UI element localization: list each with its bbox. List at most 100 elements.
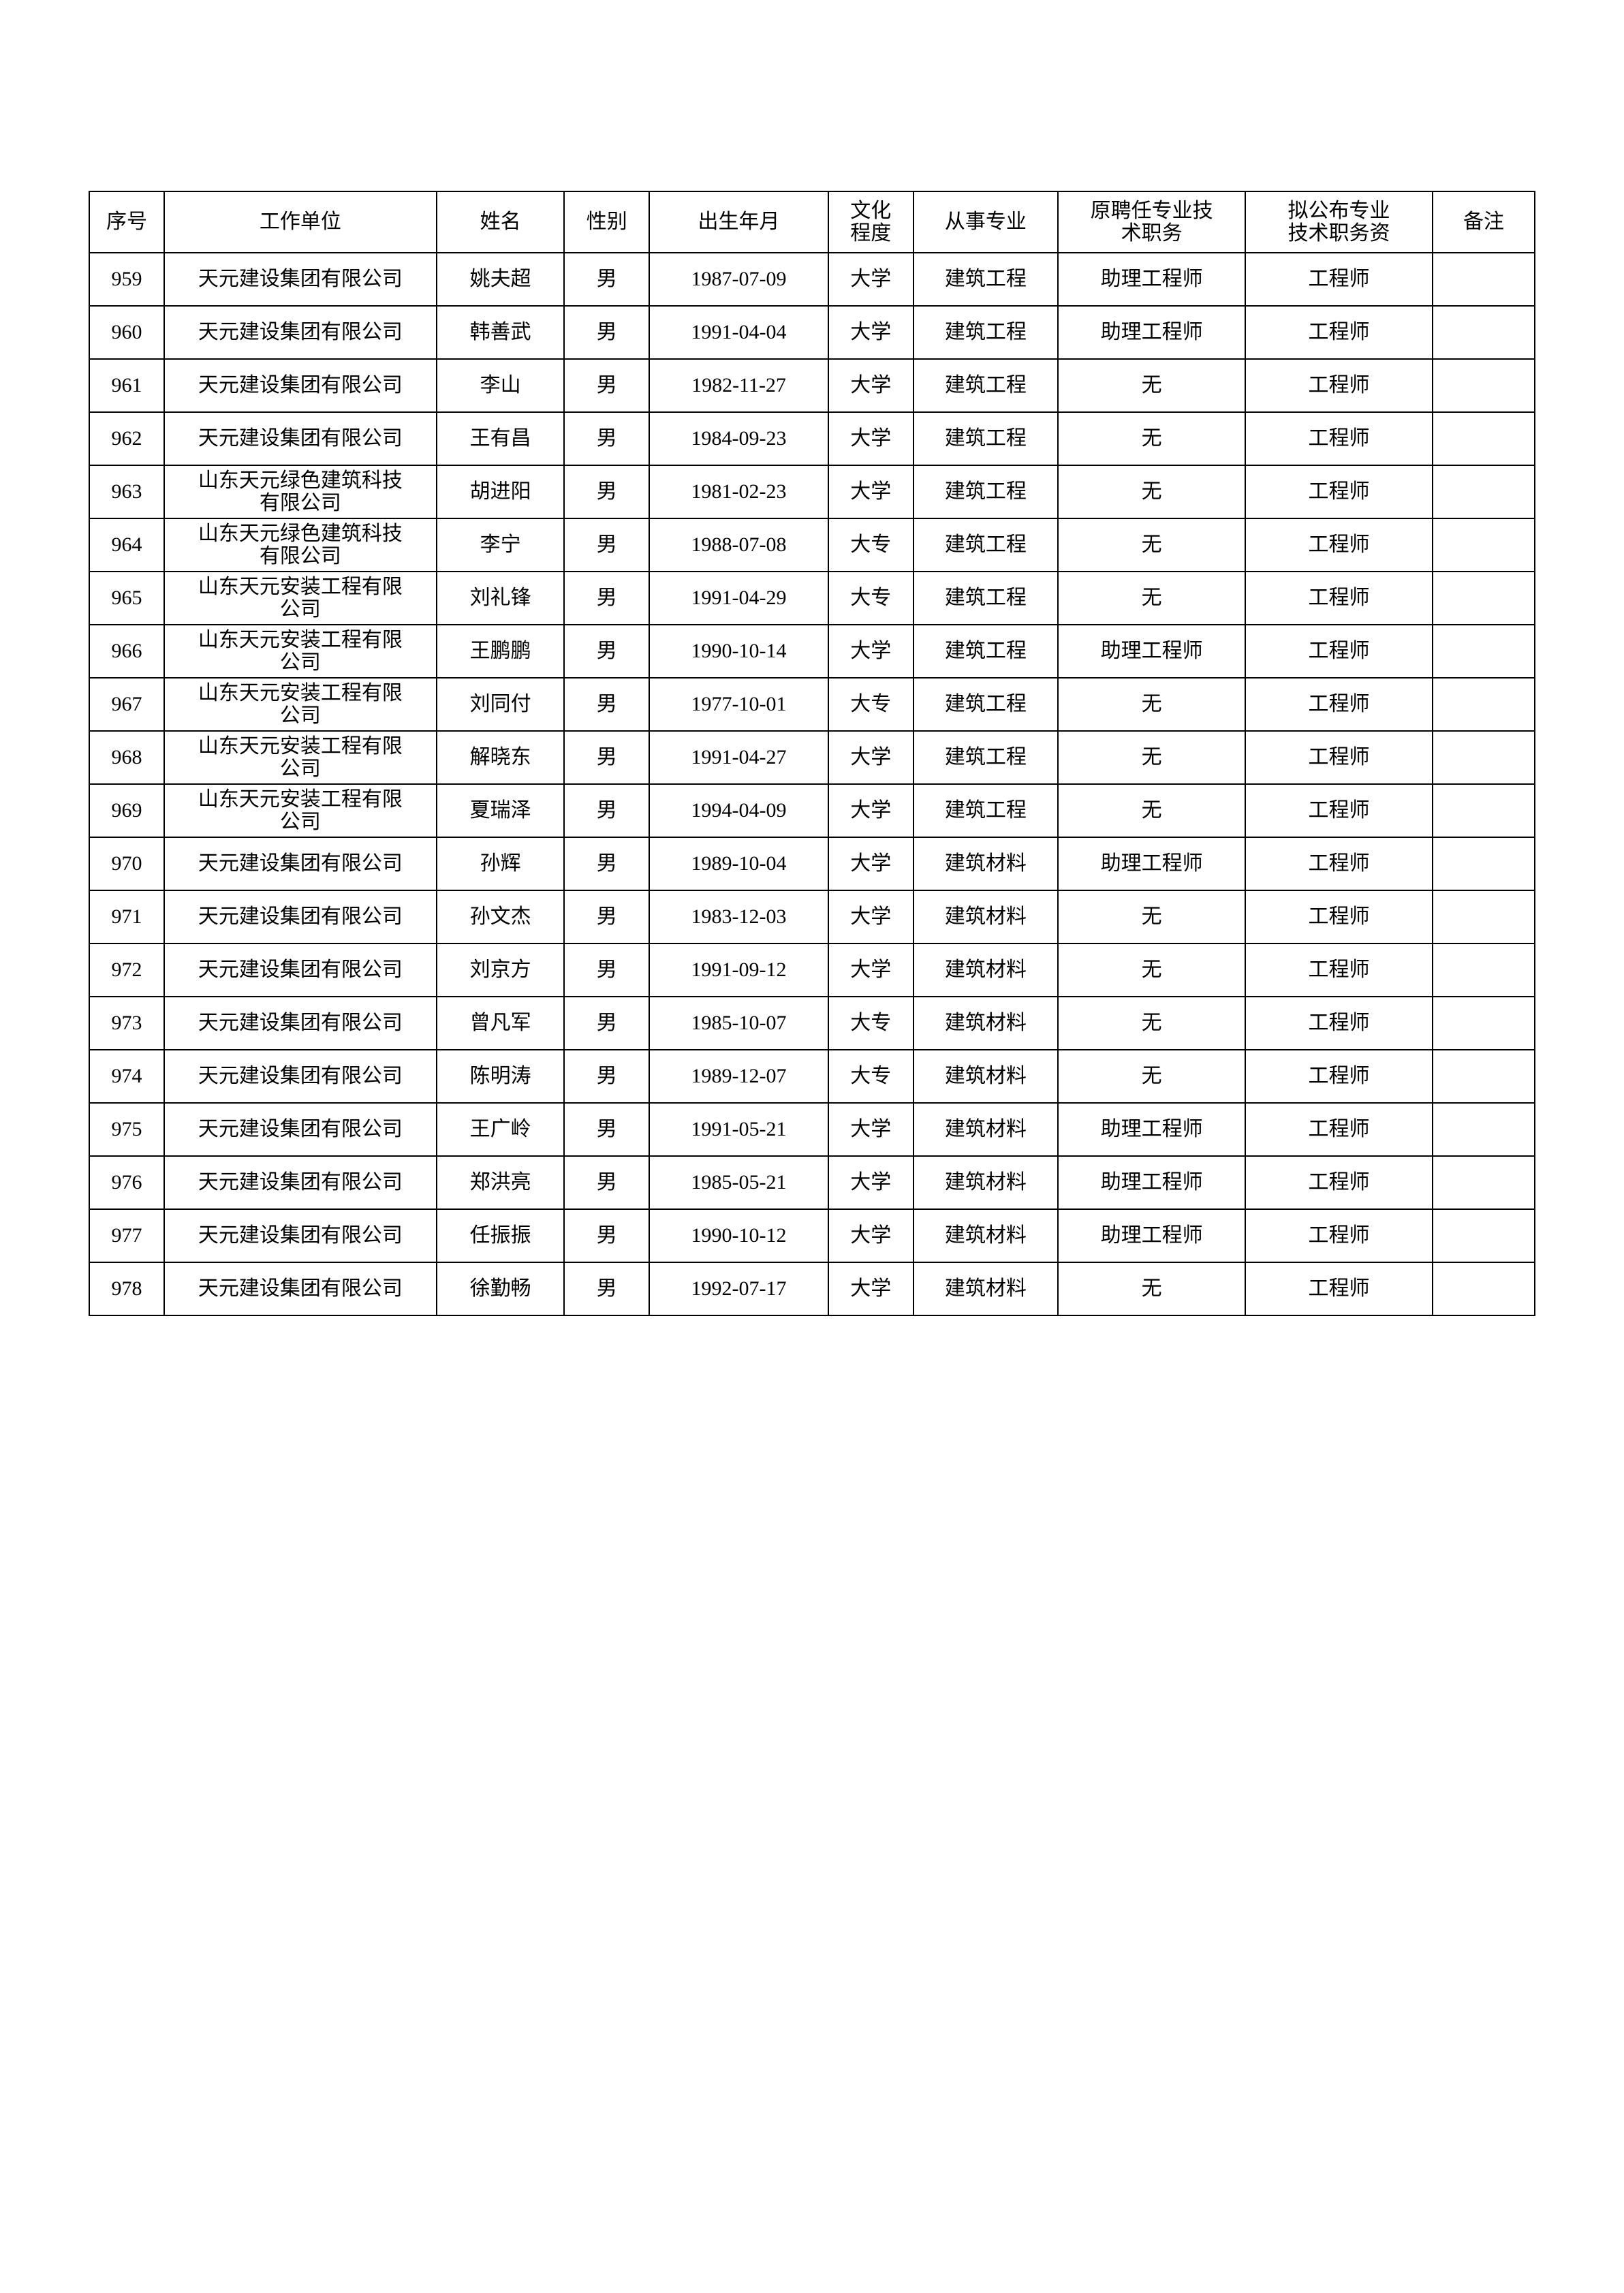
header-orig: 原聘任专业技术职务: [1058, 191, 1245, 253]
table-cell: 天元建设集团有限公司: [164, 1262, 437, 1315]
table-cell: 1985-10-07: [649, 997, 828, 1050]
table-cell: 韩善武: [437, 306, 564, 359]
table-cell: 男: [564, 943, 649, 997]
table-cell: 1989-12-07: [649, 1050, 828, 1103]
table-cell: 无: [1058, 731, 1245, 784]
table-row: 962天元建设集团有限公司王有昌男1984-09-23大学建筑工程无工程师: [89, 412, 1535, 465]
table-row: 971天元建设集团有限公司孙文杰男1983-12-03大学建筑材料无工程师: [89, 890, 1535, 943]
table-row: 960天元建设集团有限公司韩善武男1991-04-04大学建筑工程助理工程师工程…: [89, 306, 1535, 359]
table-cell: 李宁: [437, 518, 564, 572]
table-cell: 无: [1058, 518, 1245, 572]
table-cell: 天元建设集团有限公司: [164, 997, 437, 1050]
table-cell: [1433, 1209, 1535, 1262]
table-cell: 建筑工程: [914, 784, 1058, 837]
table-cell: 男: [564, 359, 649, 412]
table-cell: 工程师: [1245, 731, 1433, 784]
table-cell: 男: [564, 997, 649, 1050]
table-cell: 大学: [828, 412, 914, 465]
table-cell: 大专: [828, 678, 914, 731]
table-cell: 大专: [828, 997, 914, 1050]
table-cell: 建筑工程: [914, 465, 1058, 518]
table-cell: 王广岭: [437, 1103, 564, 1156]
table-cell: 天元建设集团有限公司: [164, 1156, 437, 1209]
table-cell: 大学: [828, 837, 914, 890]
table-cell: 建筑材料: [914, 1050, 1058, 1103]
table-cell: 976: [89, 1156, 164, 1209]
table-cell: 建筑材料: [914, 1156, 1058, 1209]
table-cell: [1433, 518, 1535, 572]
table-cell: 1991-04-29: [649, 572, 828, 625]
table-cell: 967: [89, 678, 164, 731]
table-cell: 男: [564, 890, 649, 943]
table-cell: 无: [1058, 1262, 1245, 1315]
table-cell: 山东天元绿色建筑科技有限公司: [164, 465, 437, 518]
table-cell: 1983-12-03: [649, 890, 828, 943]
table-cell: 山东天元安装工程有限公司: [164, 572, 437, 625]
table-cell: 无: [1058, 1050, 1245, 1103]
table-cell: 天元建设集团有限公司: [164, 1103, 437, 1156]
table-cell: 男: [564, 1209, 649, 1262]
table-cell: 建筑工程: [914, 625, 1058, 678]
table-cell: 1991-04-27: [649, 731, 828, 784]
table-cell: 建筑工程: [914, 572, 1058, 625]
table-cell: 工程师: [1245, 890, 1433, 943]
table-cell: 孙辉: [437, 837, 564, 890]
personnel-table: 序号 工作单位 姓名 性别 出生年月 文化程度 从事专业 原聘任专业技术职务 拟…: [89, 191, 1535, 1316]
table-cell: 男: [564, 412, 649, 465]
header-gender: 性别: [564, 191, 649, 253]
table-cell: 刘京方: [437, 943, 564, 997]
table-cell: 李山: [437, 359, 564, 412]
table-cell: 建筑工程: [914, 412, 1058, 465]
table-cell: 工程师: [1245, 518, 1433, 572]
header-name: 姓名: [437, 191, 564, 253]
table-cell: 1991-05-21: [649, 1103, 828, 1156]
table-cell: 无: [1058, 572, 1245, 625]
table-cell: 1985-05-21: [649, 1156, 828, 1209]
table-cell: 助理工程师: [1058, 253, 1245, 306]
table-cell: 工程师: [1245, 625, 1433, 678]
table-cell: 天元建设集团有限公司: [164, 890, 437, 943]
table-cell: 大专: [828, 1050, 914, 1103]
table-cell: 973: [89, 997, 164, 1050]
table-row: 974天元建设集团有限公司陈明涛男1989-12-07大专建筑材料无工程师: [89, 1050, 1535, 1103]
table-cell: 1991-09-12: [649, 943, 828, 997]
table-cell: 建筑材料: [914, 890, 1058, 943]
table-cell: 964: [89, 518, 164, 572]
table-cell: 男: [564, 1262, 649, 1315]
table-cell: 大专: [828, 572, 914, 625]
table-cell: 大学: [828, 943, 914, 997]
table-cell: 建筑工程: [914, 306, 1058, 359]
table-cell: [1433, 1050, 1535, 1103]
table-cell: 970: [89, 837, 164, 890]
table-cell: 1992-07-17: [649, 1262, 828, 1315]
table-cell: 无: [1058, 997, 1245, 1050]
table-cell: 工程师: [1245, 1262, 1433, 1315]
table-cell: 972: [89, 943, 164, 997]
table-cell: 1984-09-23: [649, 412, 828, 465]
table-cell: 1982-11-27: [649, 359, 828, 412]
table-cell: 天元建设集团有限公司: [164, 359, 437, 412]
table-cell: 刘礼锋: [437, 572, 564, 625]
table-cell: 大专: [828, 518, 914, 572]
table-cell: [1433, 731, 1535, 784]
page-container: 序号 工作单位 姓名 性别 出生年月 文化程度 从事专业 原聘任专业技术职务 拟…: [0, 0, 1624, 1316]
table-cell: 山东天元安装工程有限公司: [164, 625, 437, 678]
table-cell: 965: [89, 572, 164, 625]
table-cell: 大学: [828, 306, 914, 359]
table-cell: 大学: [828, 1209, 914, 1262]
table-cell: 建筑工程: [914, 518, 1058, 572]
table-cell: 天元建设集团有限公司: [164, 1209, 437, 1262]
table-row: 967山东天元安装工程有限公司刘同付男1977-10-01大专建筑工程无工程师: [89, 678, 1535, 731]
table-cell: 建筑材料: [914, 997, 1058, 1050]
table-cell: 男: [564, 784, 649, 837]
table-cell: 大学: [828, 625, 914, 678]
table-cell: 助理工程师: [1058, 837, 1245, 890]
table-cell: 助理工程师: [1058, 1156, 1245, 1209]
table-cell: 大学: [828, 1103, 914, 1156]
table-cell: [1433, 253, 1535, 306]
table-cell: 971: [89, 890, 164, 943]
table-cell: 建筑材料: [914, 1209, 1058, 1262]
table-cell: 天元建设集团有限公司: [164, 306, 437, 359]
table-row: 977天元建设集团有限公司任振振男1990-10-12大学建筑材料助理工程师工程…: [89, 1209, 1535, 1262]
table-cell: 男: [564, 1103, 649, 1156]
